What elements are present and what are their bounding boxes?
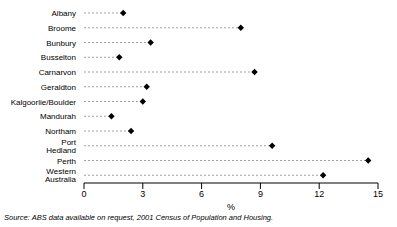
svg-text:Northam: Northam — [45, 127, 76, 136]
html-text:Source: ABS data available on: Source: ABS data available on request, 2… — [4, 213, 274, 222]
svg-text:Broome: Broome — [48, 24, 77, 33]
svg-text:PortHedland: PortHedland — [46, 138, 77, 155]
svg-text:WesternAustralia: WesternAustralia — [45, 167, 77, 184]
svg-text:Busselton: Busselton — [41, 53, 76, 62]
svg-text:6: 6 — [199, 189, 204, 199]
svg-text:Perth: Perth — [57, 157, 76, 166]
svg-text:%: % — [227, 202, 235, 212]
svg-text:Mandurah: Mandurah — [40, 112, 76, 121]
svg-text:0: 0 — [81, 189, 86, 199]
svg-text:Albany: Albany — [52, 9, 76, 18]
svg-text:9: 9 — [258, 189, 263, 199]
svg-text:Carnarvon: Carnarvon — [39, 68, 76, 77]
svg-text:3: 3 — [140, 189, 145, 199]
svg-text:12: 12 — [314, 189, 324, 199]
svg-text:Geraldton: Geraldton — [41, 83, 76, 92]
svg-text:15: 15 — [373, 189, 383, 199]
svg-text:Bunbury: Bunbury — [46, 39, 76, 48]
svg-text:Kalgoorlie/Boulder: Kalgoorlie/Boulder — [11, 98, 77, 107]
